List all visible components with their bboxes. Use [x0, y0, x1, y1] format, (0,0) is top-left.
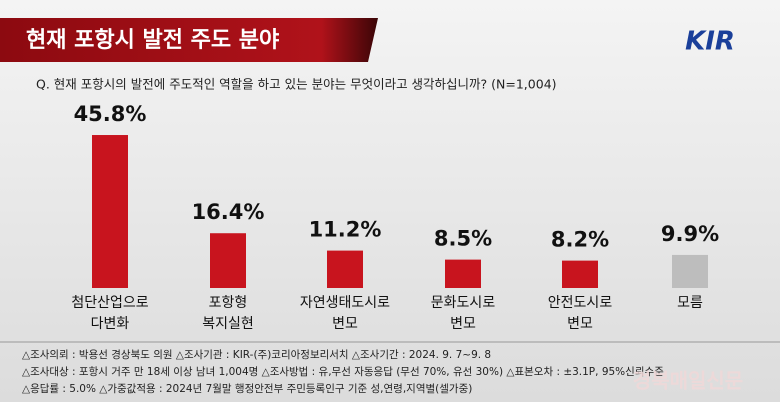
x-tick-label: 문화도시로: [431, 295, 496, 311]
x-tick-label: 변모: [332, 316, 358, 332]
x-tick-label: 포항형: [209, 295, 248, 311]
footnote: △응답률 : 5.0% △가중값적용 : 2024년 7월말 행정안전부 주민등…: [22, 383, 472, 395]
bar: [210, 233, 246, 288]
value-label: 16.4%: [192, 200, 265, 224]
bar: [92, 135, 128, 288]
x-tick-label: 모름: [677, 295, 703, 311]
bar: [562, 260, 598, 288]
x-tick-label: 첨단산업으로: [71, 295, 148, 311]
value-label: 8.2%: [551, 228, 609, 252]
chart-title: 현재 포항시 발전 주도 분야: [26, 28, 279, 53]
title-banner: [0, 18, 378, 62]
footnote: △조사의뢰 : 박용선 경상북도 의원 △조사기관 : KIR-(주)코리아정보…: [22, 348, 491, 361]
bar: [445, 259, 481, 288]
value-label: 45.8%: [74, 102, 147, 126]
watermark: 경북매일신문: [633, 369, 743, 393]
x-tick-label: 변모: [450, 316, 476, 332]
value-label: 9.9%: [661, 222, 719, 246]
x-tick-label: 다변화: [91, 316, 130, 332]
bar: [327, 250, 363, 288]
x-tick-label: 자연생태도시로: [300, 295, 390, 311]
value-label: 8.5%: [434, 227, 492, 251]
value-label: 11.2%: [309, 218, 382, 242]
bar: [672, 254, 708, 288]
x-tick-label: 복지실현: [202, 316, 254, 332]
subtitle: Q. 현재 포항시의 발전에 주도적인 역할을 하고 있는 분야는 무엇이라고 …: [36, 77, 557, 92]
x-tick-label: 변모: [567, 316, 593, 332]
logo: KIR: [685, 27, 735, 57]
footnote: △조사대상 : 포항시 거주 만 18세 이상 남녀 1,004명 △조사방법 …: [22, 366, 664, 378]
x-tick-label: 안전도시로: [548, 295, 613, 311]
